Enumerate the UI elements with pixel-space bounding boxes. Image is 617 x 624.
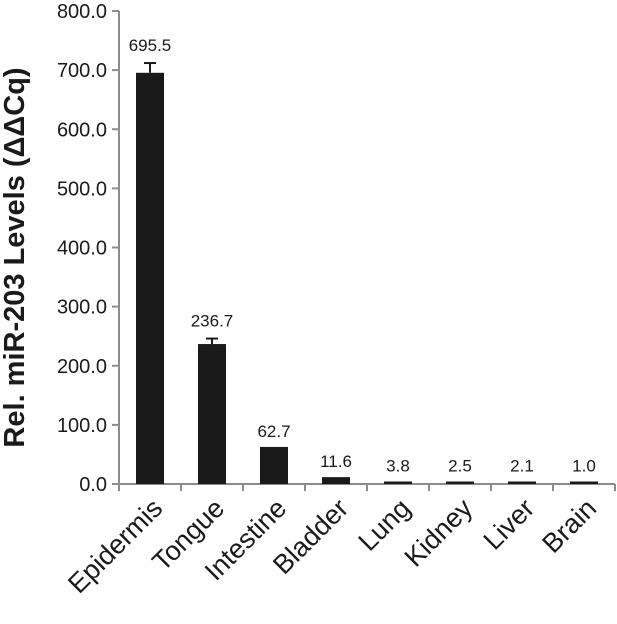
- y-tick-label: 700.0: [57, 60, 107, 82]
- category-label: Kidney: [399, 493, 479, 573]
- y-tick-label: 500.0: [57, 178, 107, 200]
- y-tick-label: 0.0: [79, 474, 107, 496]
- data-label: 2.5: [448, 457, 472, 476]
- y-tick-label: 600.0: [57, 119, 107, 141]
- bar-epidermis: [136, 72, 164, 485]
- data-label: 3.8: [386, 457, 410, 476]
- bar-brain: [570, 481, 598, 484]
- y-tick-label: 300.0: [57, 297, 107, 319]
- data-label: 2.1: [510, 457, 534, 476]
- category-label: Epidermis: [62, 493, 168, 599]
- data-label: 62.7: [257, 422, 290, 441]
- bars: [136, 62, 598, 485]
- y-tick-label: 100.0: [57, 415, 107, 437]
- data-label: 1.0: [572, 457, 596, 476]
- y-tick-label: 800.0: [57, 1, 107, 23]
- bar-kidney: [446, 481, 474, 484]
- axes: 0.0 100.0 200.0 300.0 400.0 500.0 600.0 700.0 80…: [57, 1, 616, 496]
- category-label: Liver: [478, 493, 541, 556]
- bar-lung: [384, 481, 412, 484]
- data-label: 236.7: [191, 312, 234, 331]
- data-label: 695.5: [129, 36, 172, 55]
- bar-tongue: [198, 344, 226, 484]
- category-label: Brain: [536, 493, 602, 559]
- bar-intestine: [260, 446, 288, 484]
- bar-bladder: [322, 477, 350, 484]
- y-tick-label: 200.0: [57, 356, 107, 378]
- y-tick-label: 400.0: [57, 238, 107, 260]
- data-label: 11.6: [320, 452, 352, 471]
- bar-liver: [508, 481, 536, 484]
- y-axis-title: Rel. miR-203 Levels (ΔΔCq): [0, 67, 31, 447]
